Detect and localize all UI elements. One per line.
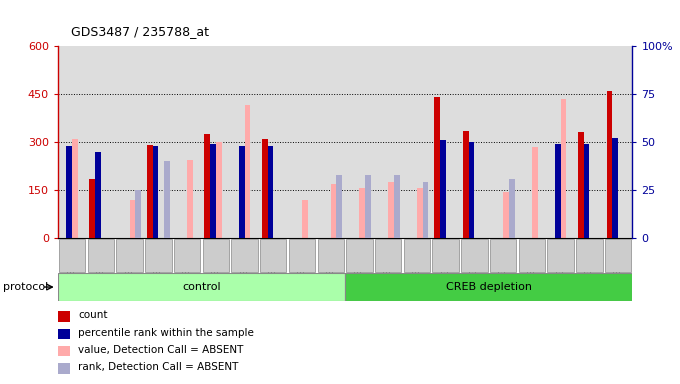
- Bar: [346, 239, 373, 272]
- Bar: [605, 239, 631, 272]
- Bar: [360, 189, 365, 238]
- Bar: [532, 147, 538, 238]
- Bar: [58, 363, 70, 374]
- Bar: [519, 239, 545, 272]
- Bar: [555, 144, 560, 238]
- Bar: [612, 138, 618, 238]
- Text: percentile rank within the sample: percentile rank within the sample: [78, 328, 254, 338]
- Bar: [147, 145, 152, 238]
- Bar: [469, 142, 475, 238]
- Bar: [89, 179, 95, 238]
- Bar: [262, 139, 267, 238]
- Bar: [67, 146, 72, 238]
- Bar: [432, 239, 459, 272]
- Bar: [560, 99, 566, 238]
- Bar: [164, 161, 170, 238]
- Bar: [330, 184, 337, 238]
- Text: value, Detection Call = ABSENT: value, Detection Call = ABSENT: [78, 345, 243, 355]
- Text: CREB depletion: CREB depletion: [446, 282, 532, 292]
- Bar: [260, 239, 286, 272]
- Bar: [417, 189, 423, 238]
- Text: GDS3487 / 235788_at: GDS3487 / 235788_at: [71, 25, 209, 38]
- Bar: [116, 239, 143, 272]
- Bar: [302, 200, 308, 238]
- Bar: [434, 97, 440, 238]
- Bar: [231, 239, 258, 272]
- Bar: [210, 144, 216, 238]
- Bar: [394, 175, 400, 238]
- Bar: [204, 134, 210, 238]
- Bar: [174, 239, 201, 272]
- Bar: [59, 239, 86, 272]
- Bar: [583, 144, 590, 238]
- Bar: [58, 329, 70, 339]
- Bar: [130, 200, 135, 238]
- Bar: [58, 346, 70, 356]
- Bar: [423, 182, 428, 238]
- Bar: [187, 160, 193, 238]
- Bar: [245, 105, 250, 238]
- Bar: [72, 139, 78, 238]
- Bar: [95, 152, 101, 238]
- Bar: [216, 142, 222, 238]
- Bar: [490, 239, 516, 272]
- Text: protocol: protocol: [3, 282, 49, 292]
- Bar: [152, 146, 158, 238]
- Bar: [607, 91, 612, 238]
- Bar: [239, 146, 245, 238]
- Bar: [135, 190, 141, 238]
- Bar: [388, 182, 394, 238]
- Bar: [463, 131, 469, 238]
- Bar: [576, 239, 602, 272]
- Bar: [440, 140, 445, 238]
- Bar: [203, 239, 229, 272]
- Bar: [267, 146, 273, 238]
- Bar: [547, 239, 574, 272]
- Bar: [88, 239, 114, 272]
- Bar: [509, 179, 515, 238]
- Bar: [404, 239, 430, 272]
- Bar: [58, 311, 70, 322]
- Bar: [365, 175, 371, 238]
- Bar: [337, 175, 342, 238]
- Text: control: control: [182, 282, 221, 292]
- Bar: [345, 273, 632, 301]
- Bar: [461, 239, 488, 272]
- Bar: [503, 192, 509, 238]
- Bar: [578, 132, 583, 238]
- Text: count: count: [78, 311, 107, 321]
- Bar: [318, 239, 344, 272]
- Bar: [375, 239, 401, 272]
- Bar: [58, 273, 345, 301]
- Text: rank, Detection Call = ABSENT: rank, Detection Call = ABSENT: [78, 362, 239, 372]
- Bar: [289, 239, 316, 272]
- Bar: [145, 239, 171, 272]
